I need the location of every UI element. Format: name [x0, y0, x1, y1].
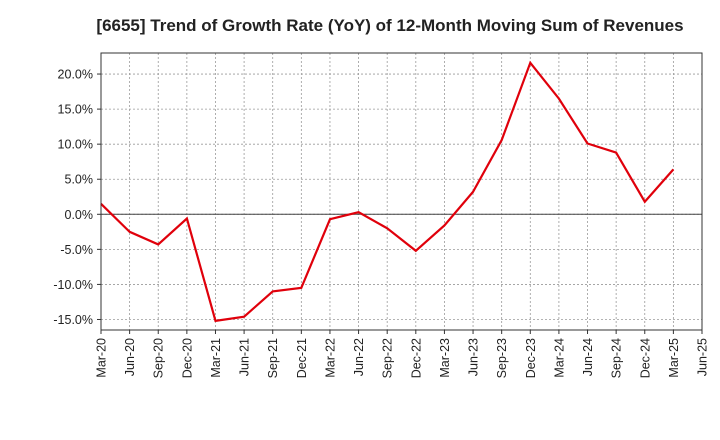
x-tick-label: Jun-23 — [467, 338, 481, 376]
y-tick-label: 0.0% — [65, 208, 94, 222]
y-tick-label: -5.0% — [60, 243, 93, 257]
x-tick-label: Mar-25 — [667, 338, 681, 378]
chart-title: [6655] Trend of Growth Rate (YoY) of 12-… — [96, 16, 683, 35]
x-tick-label: Dec-24 — [638, 338, 652, 378]
x-tick-label: Sep-21 — [266, 338, 280, 378]
plot-border — [100, 52, 703, 331]
series-layer — [100, 60, 675, 323]
x-tick-label: Jun-22 — [352, 338, 366, 376]
y-tick-label: 20.0% — [58, 68, 93, 82]
plot-frame — [100, 52, 703, 331]
x-tick-label: Sep-22 — [381, 338, 395, 378]
x-tick-label: Jun-25 — [696, 338, 710, 376]
x-tick-label: Mar-24 — [552, 338, 566, 378]
x-tick-label: Dec-21 — [295, 338, 309, 378]
x-tick-label: Mar-20 — [95, 338, 109, 378]
x-tick-label: Sep-23 — [495, 338, 509, 378]
x-tick-label: Dec-22 — [409, 338, 423, 378]
y-tick-label: -15.0% — [53, 313, 93, 327]
x-tick-label: Dec-20 — [180, 338, 194, 378]
x-tick-label: Mar-21 — [209, 338, 223, 378]
y-axis-ticks: 20.0% 15.0% 10.0% 5.0% 0.0% -5.0% -10.0% -15.0% — [53, 68, 101, 327]
x-tick-label: Sep-24 — [610, 338, 624, 378]
x-tick-label: Mar-22 — [323, 338, 337, 378]
x-tick-label: Jun-24 — [581, 338, 595, 376]
x-axis-ticks: Mar-20 Jun-20 Sep-20 Dec-20 Mar-21 Jun-21 Sep-… — [95, 330, 710, 378]
x-tick-label: Dec-23 — [524, 338, 538, 378]
y-tick-label: 10.0% — [58, 138, 93, 152]
x-tick-label: Jun-20 — [123, 338, 137, 376]
y-tick-label: 5.0% — [65, 173, 94, 187]
grid-layer — [100, 53, 703, 330]
y-tick-label: 15.0% — [58, 103, 93, 117]
series-line — [100, 60, 675, 323]
y-tick-label: -10.0% — [53, 278, 93, 292]
x-tick-label: Jun-21 — [238, 338, 252, 376]
x-tick-label: Sep-20 — [152, 338, 166, 378]
x-tick-label: Mar-23 — [438, 338, 452, 378]
